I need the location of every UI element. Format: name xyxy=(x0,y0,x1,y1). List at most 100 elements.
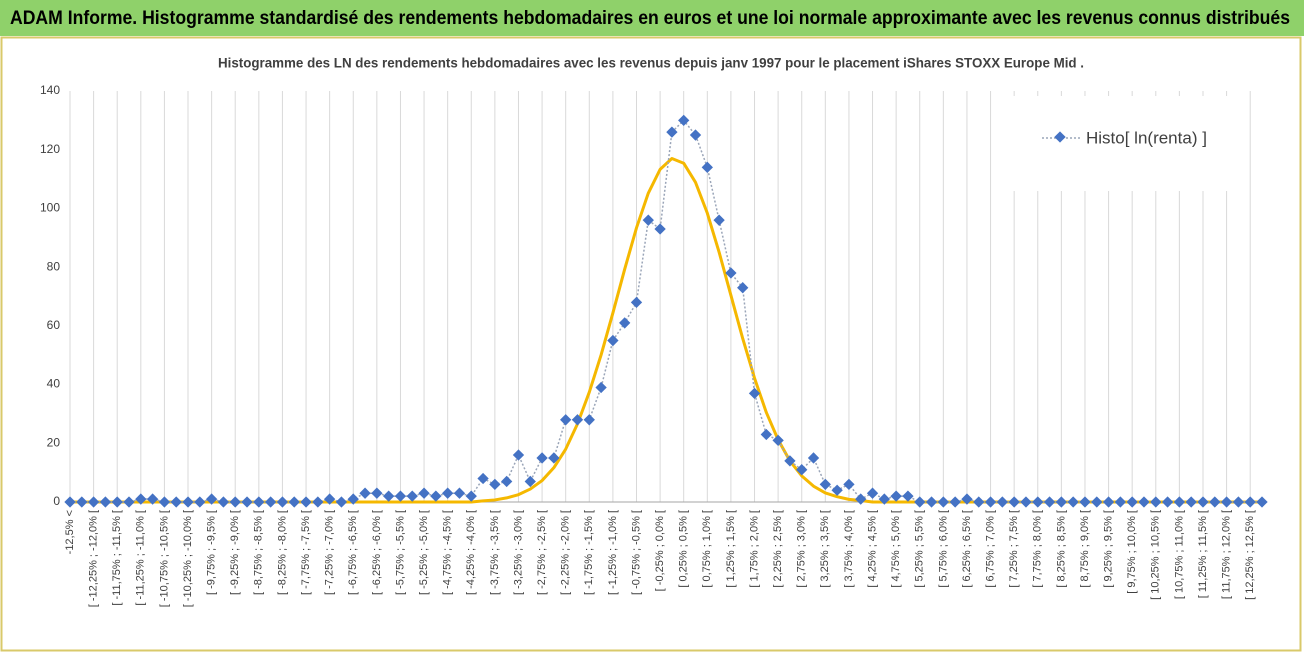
x-tick-label: [ -8,25% ; -8,0% [ xyxy=(276,510,288,595)
data-point xyxy=(465,490,477,502)
data-point xyxy=(666,126,678,138)
data-point xyxy=(135,493,147,505)
data-point xyxy=(984,496,997,508)
data-point xyxy=(866,487,879,499)
x-tick-label: [ 2,25% ; 2,5% [ xyxy=(772,510,784,588)
data-point xyxy=(442,487,454,499)
chart-title: Histogramme des LN des rendements hebdom… xyxy=(218,55,1084,71)
x-tick-label: [ -8,75% ; -8,5% [ xyxy=(253,510,265,595)
x-tick-label: [ -7,75% ; -7,5% [ xyxy=(300,510,312,595)
data-point xyxy=(748,387,761,400)
data-point xyxy=(347,493,359,505)
x-tick-label: [ 10,25% ; 10,5% [ xyxy=(1150,510,1162,600)
data-point xyxy=(371,487,383,499)
x-tick-label: [ -5,25% ; -5,0% [ xyxy=(418,510,430,595)
y-tick-label: 80 xyxy=(47,259,61,273)
data-point xyxy=(583,414,595,426)
x-tick-label: [ -10,75% ; -10,5% [ xyxy=(158,510,170,607)
data-point xyxy=(123,496,135,508)
legend-marker xyxy=(1054,131,1066,143)
data-point xyxy=(229,496,241,508)
data-point xyxy=(619,317,631,329)
data-point xyxy=(807,452,820,464)
data-point xyxy=(501,475,513,488)
data-point xyxy=(713,214,725,226)
data-point xyxy=(902,490,914,502)
data-point xyxy=(772,434,784,447)
x-tick-label: [ 12,25% ; 12,5% [ xyxy=(1244,510,1256,600)
data-point xyxy=(725,267,737,279)
data-point xyxy=(264,496,277,508)
data-point xyxy=(878,493,890,505)
x-tick-label: [ 7,25% ; 7,5% [ xyxy=(1008,510,1020,588)
x-tick-label: [ -9,75% ; -9,5% [ xyxy=(206,510,218,595)
data-point xyxy=(194,496,206,508)
data-point xyxy=(182,496,194,508)
data-point xyxy=(1244,496,1256,508)
data-point xyxy=(1032,496,1044,508)
data-point xyxy=(737,282,749,294)
x-tick-label: [ 0,75% ; 1,0% [ xyxy=(701,510,713,588)
data-point xyxy=(1173,496,1186,508)
x-tick-label: [ 3,75% ; 4,0% [ xyxy=(843,510,855,588)
y-tick-label: 40 xyxy=(47,377,61,391)
data-point xyxy=(973,496,985,508)
data-point xyxy=(855,493,867,505)
data-point xyxy=(205,493,218,505)
x-tick-label: [ -10,25% ; -10,0% [ xyxy=(182,510,194,607)
x-tick-label: [ -2,25% ; -2,0% [ xyxy=(560,510,572,595)
y-tick-label: 0 xyxy=(53,494,60,508)
data-point xyxy=(1126,496,1138,508)
data-point xyxy=(1209,496,1221,508)
y-tick-label: 140 xyxy=(40,83,60,97)
data-point xyxy=(678,114,690,127)
data-point xyxy=(359,487,371,499)
x-tick-label: [ 8,25% ; 8,5% [ xyxy=(1055,510,1067,588)
x-tick-label: [ 2,75% ; 3,0% [ xyxy=(796,510,808,588)
data-point xyxy=(784,455,796,467)
x-tick-label: [ 6,75% ; 7,0% [ xyxy=(984,510,996,588)
data-point xyxy=(524,475,536,488)
x-tick-label: [ 9,25% ; 9,5% [ xyxy=(1102,510,1114,588)
chart-frame xyxy=(0,36,1302,652)
data-point xyxy=(512,449,525,461)
x-tick-label: [ 0,25% ; 0,5% [ xyxy=(678,510,690,588)
data-point xyxy=(323,493,336,505)
x-tick-label: [ 1,75% ; 2,0% [ xyxy=(748,510,760,588)
fit-curve xyxy=(70,157,1262,504)
x-tick-label: [ 4,25% ; 4,5% [ xyxy=(866,510,878,588)
data-point xyxy=(1197,496,1209,508)
data-point xyxy=(819,478,831,491)
banner xyxy=(0,0,1304,36)
x-tick-label: [ 7,75% ; 8,0% [ xyxy=(1032,510,1044,588)
data-point xyxy=(453,487,466,499)
x-tick-label: [ 5,75% ; 6,0% [ xyxy=(937,510,949,588)
x-tick-label: [ -11,25% ; -11,0% [ xyxy=(135,510,147,606)
data-point xyxy=(477,472,489,485)
x-tick-label: [ -12,25% ; -12,0% [ xyxy=(88,510,100,607)
data-point xyxy=(158,496,171,508)
x-tick-label: [ -3,25% ; -3,0% [ xyxy=(512,510,524,595)
x-tick-label: [ -2,75% ; -2,5% [ xyxy=(536,510,548,595)
data-point xyxy=(536,452,548,464)
data-point xyxy=(1220,496,1233,508)
data-point xyxy=(560,414,572,426)
data-point xyxy=(382,490,395,502)
data-point xyxy=(335,496,348,508)
x-tick-label: [ 8,75% ; 9,0% [ xyxy=(1079,510,1091,588)
data-point xyxy=(300,496,312,508)
data-point xyxy=(76,496,88,508)
data-point xyxy=(548,452,560,464)
data-point xyxy=(489,478,501,491)
x-tick-label: [ 1,25% ; 1,5% [ xyxy=(725,510,737,588)
data-point xyxy=(949,496,961,508)
data-point xyxy=(890,490,902,502)
x-tick-label: [ 4,75% ; 5,0% [ xyxy=(890,510,902,588)
x-tick-label: [ -6,75% ; -6,5% [ xyxy=(347,510,359,595)
x-tick-label: [ -3,75% ; -3,5% [ xyxy=(489,510,501,595)
data-point xyxy=(630,296,643,309)
data-point xyxy=(1150,496,1162,508)
x-tick-label: [ -1,25% ; -1,0% [ xyxy=(607,510,619,595)
data-point xyxy=(430,490,442,502)
data-point xyxy=(1067,496,1079,508)
